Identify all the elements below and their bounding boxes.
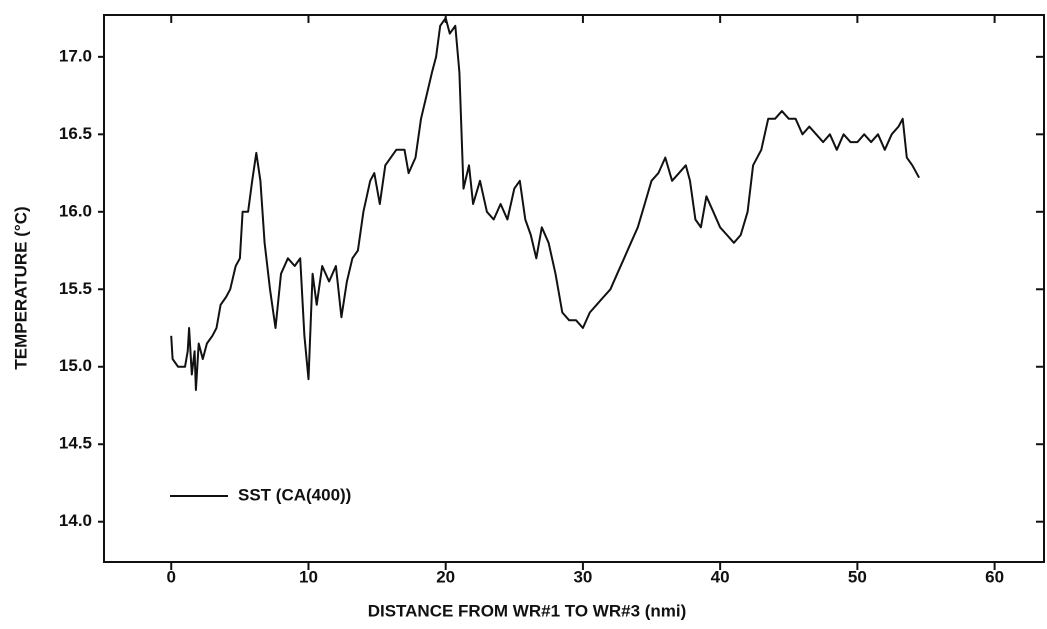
data-line [170,17,920,391]
x-tick-label: 20 [436,567,455,586]
y-tick-label: 16.5 [59,124,92,143]
x-tick-label: 60 [985,567,1004,586]
x-axis-title: DISTANCE FROM WR#1 TO WR#3 (nmi) [368,601,687,620]
x-tick-label: 0 [167,567,176,586]
x-tick-label: 10 [299,567,318,586]
x-tick-label: 40 [711,567,730,586]
y-tick-label: 15.5 [59,279,92,298]
y-tick-label: 14.5 [59,434,92,453]
plot-frame [103,14,1045,563]
y-tick-label: 16.0 [59,201,92,220]
legend-label: SST (CA(400)) [238,485,351,504]
x-tick-label: 50 [848,567,867,586]
y-axis-title: TEMPERATURE (°C) [11,206,30,369]
y-tick-label: 17.0 [59,46,92,65]
y-tick-label: 14.0 [59,511,92,530]
y-tick-label: 15.0 [59,356,92,375]
x-tick-label: 30 [573,567,592,586]
